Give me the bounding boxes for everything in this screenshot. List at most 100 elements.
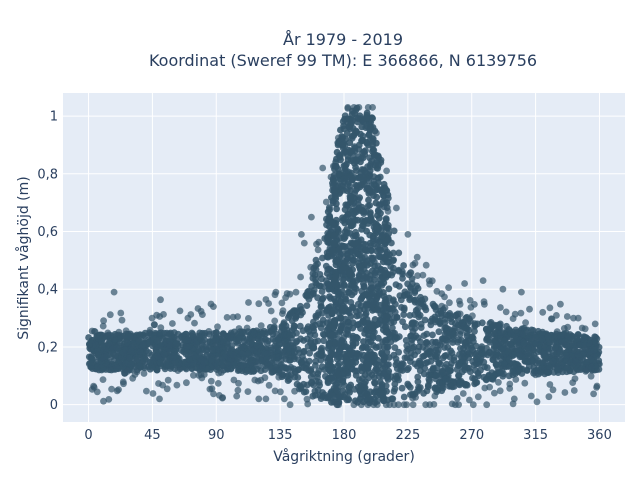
data-point <box>199 311 206 318</box>
data-point <box>361 151 369 158</box>
data-point <box>335 393 343 400</box>
data-point <box>286 401 294 409</box>
data-point <box>574 331 582 338</box>
data-point <box>94 363 101 371</box>
data-point <box>442 311 450 319</box>
data-point <box>310 290 317 298</box>
data-point <box>155 329 163 337</box>
data-point <box>334 256 341 264</box>
data-point <box>420 389 427 397</box>
data-point <box>163 385 171 393</box>
data-point <box>450 357 458 364</box>
data-point <box>414 373 422 381</box>
data-point <box>469 312 476 320</box>
data-point <box>145 349 153 357</box>
data-point <box>480 351 488 358</box>
data-point <box>539 308 547 316</box>
data-point <box>269 335 277 343</box>
data-point <box>393 204 400 212</box>
data-point <box>352 367 359 375</box>
data-point <box>494 364 501 371</box>
data-point <box>149 390 157 397</box>
data-point <box>143 387 150 395</box>
data-point <box>532 340 539 347</box>
data-point <box>234 386 242 394</box>
data-point <box>364 401 372 409</box>
data-point <box>337 156 344 164</box>
data-point <box>571 375 579 382</box>
data-point <box>291 322 299 330</box>
x-tick-label: 135 <box>268 428 293 443</box>
data-point <box>213 356 221 363</box>
data-point <box>463 325 471 332</box>
data-point <box>110 288 118 296</box>
data-point <box>492 340 500 348</box>
data-point <box>362 169 370 177</box>
data-point <box>239 362 247 370</box>
data-point <box>191 319 198 327</box>
data-point <box>416 367 424 375</box>
data-point <box>156 395 163 403</box>
data-point <box>408 275 416 282</box>
data-point <box>256 341 264 349</box>
data-point <box>534 348 542 356</box>
data-point <box>557 350 565 358</box>
data-point <box>456 310 464 318</box>
data-point <box>118 316 126 324</box>
data-point <box>350 240 358 248</box>
data-point <box>324 266 332 273</box>
data-point <box>511 351 518 358</box>
data-point <box>438 302 446 310</box>
data-point <box>532 333 539 341</box>
data-point <box>316 271 324 278</box>
data-point <box>357 302 365 310</box>
data-point <box>372 151 380 159</box>
data-point <box>441 293 448 301</box>
data-point <box>312 362 319 369</box>
data-point <box>358 225 365 233</box>
x-tick-label: 180 <box>332 428 357 443</box>
data-point <box>335 401 342 409</box>
data-point <box>335 370 342 378</box>
data-point <box>267 307 275 315</box>
data-point <box>441 324 449 332</box>
data-point <box>473 379 481 386</box>
data-point <box>203 347 210 355</box>
data-point <box>105 396 113 403</box>
data-point <box>113 344 121 352</box>
data-point <box>352 208 360 216</box>
data-point <box>398 268 406 276</box>
data-point <box>369 104 376 111</box>
data-point <box>244 350 252 357</box>
data-point <box>408 280 416 288</box>
x-tick-label: 315 <box>523 428 548 443</box>
data-point <box>395 282 403 290</box>
data-point <box>395 401 402 409</box>
data-point <box>300 239 308 247</box>
data-point <box>534 357 542 364</box>
data-point <box>286 290 294 298</box>
data-point <box>212 335 220 343</box>
data-point <box>521 379 529 387</box>
data-point <box>553 312 560 319</box>
chart-title-line-1: År 1979 - 2019 <box>283 30 403 49</box>
data-point <box>99 322 107 330</box>
data-point <box>192 340 200 347</box>
data-point <box>403 342 411 350</box>
data-point <box>375 201 383 209</box>
data-point <box>564 333 572 341</box>
data-point <box>154 352 162 360</box>
data-point <box>208 346 216 354</box>
data-point <box>275 368 282 376</box>
data-point <box>293 380 301 388</box>
data-point <box>184 336 192 344</box>
data-point <box>432 338 440 346</box>
data-point <box>385 305 393 312</box>
data-point <box>266 362 274 369</box>
data-point <box>371 379 378 386</box>
data-point <box>324 345 332 352</box>
data-point <box>339 141 346 149</box>
data-point <box>336 265 344 273</box>
data-point <box>570 314 577 322</box>
data-point <box>341 243 349 250</box>
